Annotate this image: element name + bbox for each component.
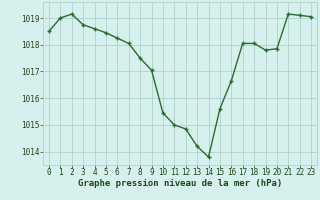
X-axis label: Graphe pression niveau de la mer (hPa): Graphe pression niveau de la mer (hPa) [78,179,282,188]
